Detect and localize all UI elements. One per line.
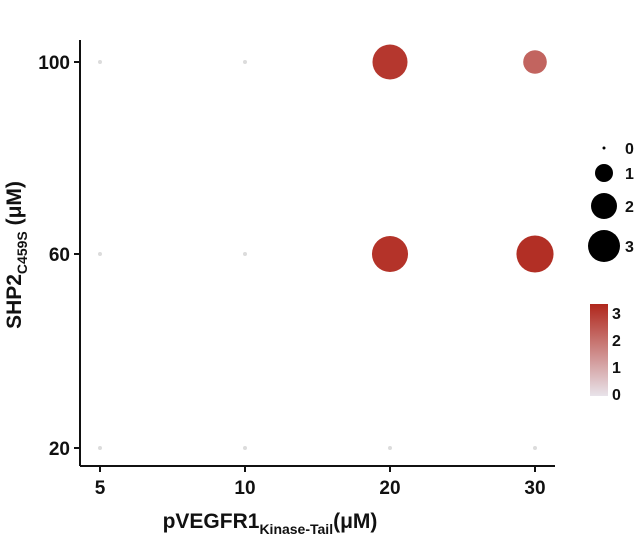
color-scale-bar bbox=[590, 304, 608, 396]
x-tick-label: 20 bbox=[379, 478, 400, 499]
data-point bbox=[372, 44, 408, 80]
data-point bbox=[516, 235, 554, 273]
y-axis-title: SHP2C459S (μM) bbox=[3, 181, 30, 329]
data-points bbox=[98, 44, 554, 450]
axes bbox=[79, 40, 555, 467]
data-point bbox=[98, 446, 102, 450]
size-legend-label: 3 bbox=[625, 239, 634, 256]
data-point bbox=[98, 60, 102, 64]
data-point bbox=[371, 235, 409, 273]
y-tick-label: 20 bbox=[49, 439, 70, 460]
size-legend-circle bbox=[591, 193, 617, 219]
size-legend: 0 1 2 3 bbox=[588, 141, 634, 262]
x-tick-label: 10 bbox=[234, 478, 255, 499]
data-point bbox=[98, 252, 102, 256]
x-tick-label: 30 bbox=[524, 478, 545, 499]
x-tick-label: 5 bbox=[95, 478, 106, 499]
color-legend-label: 1 bbox=[612, 360, 621, 377]
color-legend-label: 2 bbox=[612, 333, 621, 350]
x-axis-title: pVEGFR1Kinase-Tail(μM) bbox=[163, 510, 378, 537]
size-legend-circle bbox=[588, 230, 620, 262]
data-point bbox=[533, 446, 537, 450]
ticks: 5 10 20 30 20 60 100 bbox=[38, 53, 545, 499]
color-legend-label: 3 bbox=[612, 306, 621, 323]
y-tick-label: 60 bbox=[49, 245, 70, 266]
size-legend-circle bbox=[602, 146, 606, 150]
y-tick-label: 100 bbox=[38, 53, 70, 74]
size-legend-label: 0 bbox=[625, 141, 634, 158]
data-point bbox=[388, 446, 392, 450]
data-point bbox=[243, 446, 247, 450]
color-legend-label: 0 bbox=[612, 387, 621, 404]
data-point bbox=[523, 50, 547, 74]
size-legend-circle bbox=[595, 164, 613, 182]
size-legend-label: 1 bbox=[625, 166, 634, 183]
color-legend: 3 2 1 0 bbox=[590, 304, 621, 404]
size-legend-label: 2 bbox=[625, 199, 634, 216]
data-point bbox=[243, 252, 247, 256]
data-point bbox=[243, 60, 247, 64]
